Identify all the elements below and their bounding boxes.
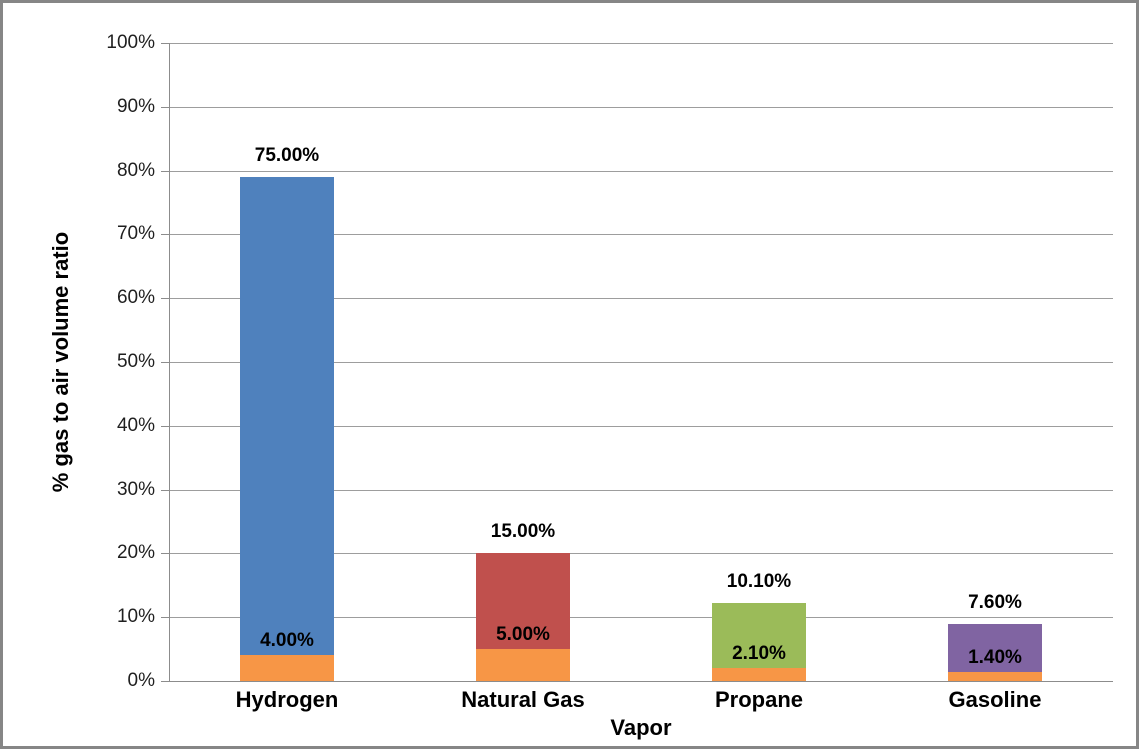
y-tick-label-20: 20% [116, 542, 155, 564]
gridline-50 [169, 362, 1113, 363]
y-axis-line [169, 43, 170, 681]
bar-2-lower-segment [712, 667, 806, 681]
category-label-0: Hydrogen [235, 687, 339, 712]
y-tick-label-70: 70% [116, 223, 155, 245]
y-tick-label-80: 80% [116, 159, 155, 181]
y-tick-label-30: 30% [116, 478, 155, 500]
gridline-30 [169, 489, 1113, 491]
y-tick-70 [161, 234, 169, 236]
gridline-90 [169, 106, 1113, 108]
data-label-lower-3: 1.40% [968, 647, 1022, 669]
y-tick-label-100: 100% [106, 32, 155, 53]
bar-1-lower-segment [476, 649, 570, 681]
bar-3-upper-segment [948, 623, 1042, 673]
y-tick-100 [161, 43, 169, 44]
gridline-70 [169, 234, 1113, 236]
gridline-10 [169, 617, 1113, 619]
y-tick-0 [161, 681, 169, 682]
y-tick-label-60: 60% [116, 287, 155, 309]
bar-2-upper-segment [712, 603, 806, 668]
x-axis-title: Vapor [610, 715, 672, 740]
y-tick-90 [161, 106, 169, 108]
data-label-upper-0: 75.00% [254, 144, 320, 166]
bar-3-lower-segment [948, 672, 1042, 681]
y-tick-80 [161, 170, 169, 172]
y-tick-label-0: 0% [127, 670, 155, 691]
y-tick-label-40: 40% [116, 414, 155, 436]
bar-1-upper-segment [476, 553, 570, 650]
y-tick-60 [161, 298, 169, 300]
y-tick-50 [161, 362, 169, 363]
y-tick-label-50: 50% [116, 351, 155, 372]
data-label-lower-1: 5.00% [496, 624, 550, 646]
data-label-upper-3: 7.60% [968, 591, 1022, 613]
y-tick-40 [161, 425, 169, 427]
bar-0-upper-segment [240, 176, 334, 656]
gridline-40 [169, 425, 1113, 427]
x-axis-line [169, 681, 1113, 682]
y-tick-label-90: 90% [116, 95, 155, 117]
data-label-upper-2: 10.10% [726, 571, 792, 593]
bar-0-lower-segment [240, 655, 334, 681]
gridline-80 [169, 170, 1113, 172]
y-tick-label-10: 10% [116, 606, 155, 628]
data-label-lower-2: 2.10% [732, 642, 786, 664]
gridline-100 [169, 43, 1113, 44]
data-label-upper-1: 15.00% [490, 521, 556, 543]
gridline-20 [169, 553, 1113, 555]
gridline-60 [169, 298, 1113, 300]
y-tick-10 [161, 617, 169, 619]
y-tick-20 [161, 553, 169, 555]
y-tick-30 [161, 489, 169, 491]
category-label-3: Gasoline [948, 687, 1042, 712]
category-label-2: Propane [714, 687, 804, 712]
category-label-1: Natural Gas [461, 687, 585, 712]
data-label-lower-0: 4.00% [260, 630, 314, 652]
